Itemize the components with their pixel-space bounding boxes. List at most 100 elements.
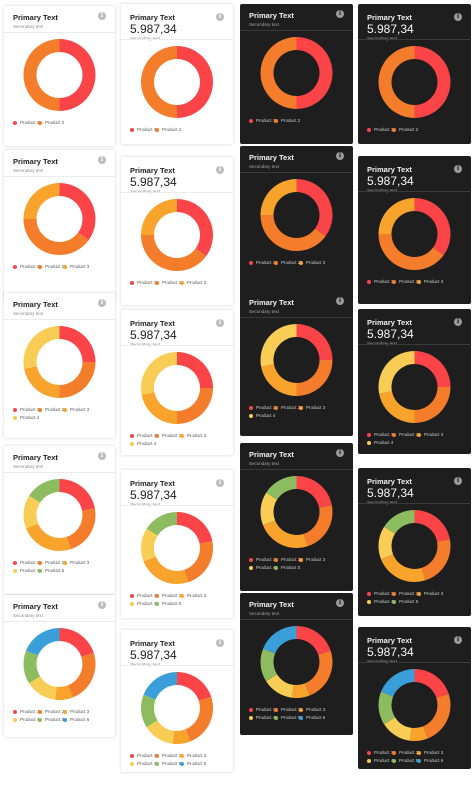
legend-item[interactable]: Product 2 — [155, 280, 181, 286]
legend-item[interactable]: Product 2 — [274, 707, 300, 713]
legend-item[interactable]: Product 3 — [180, 593, 206, 599]
donut-slice-product-1[interactable] — [177, 352, 213, 388]
legend-item[interactable]: Product 5 — [38, 568, 64, 574]
legend-item[interactable]: Product 3 — [299, 557, 325, 563]
legend-item[interactable]: Product 1 — [367, 432, 393, 438]
legend-item[interactable]: Product 3 — [299, 405, 325, 411]
donut-slice-product-2[interactable] — [260, 215, 326, 251]
donut-slice-product-2[interactable] — [67, 652, 96, 698]
info-icon[interactable]: i — [336, 297, 344, 305]
donut-slice-product-3[interactable] — [54, 685, 73, 700]
donut-slice-product-4[interactable] — [378, 526, 396, 560]
info-icon[interactable]: i — [336, 599, 344, 607]
donut-slice-product-1[interactable] — [59, 628, 94, 657]
legend-item[interactable]: Product 1 — [130, 433, 156, 439]
legend-item[interactable]: Product 3 — [299, 707, 325, 713]
legend-item[interactable]: Product 4 — [130, 441, 156, 447]
donut-slice-product-2[interactable] — [378, 234, 444, 270]
info-icon[interactable]: i — [336, 152, 344, 160]
donut-slice-product-3[interactable] — [409, 726, 428, 741]
donut-slice-product-1[interactable] — [59, 326, 96, 362]
donut-slice-product-1[interactable] — [414, 351, 451, 387]
donut-slice-product-4[interactable] — [260, 324, 297, 367]
donut-slice-product-6[interactable] — [26, 628, 60, 656]
donut-slice-product-3[interactable] — [26, 523, 71, 551]
legend-item[interactable]: Product 1 — [249, 118, 275, 124]
legend-item[interactable]: Product 6 — [180, 761, 206, 767]
legend-item[interactable]: Product 1 — [367, 750, 393, 756]
legend-item[interactable]: Product 6 — [299, 715, 325, 721]
legend-item[interactable]: Product 4 — [249, 565, 275, 571]
legend-item[interactable]: Product 3 — [417, 750, 443, 756]
legend-item[interactable]: Product 3 — [180, 280, 206, 286]
legend-item[interactable]: Product 5 — [274, 715, 300, 721]
donut-slice-product-3[interactable] — [172, 729, 191, 744]
legend-item[interactable]: Product 4 — [367, 758, 393, 764]
legend-item[interactable]: Product 2 — [38, 264, 64, 270]
donut-slice-product-1[interactable] — [296, 179, 333, 237]
donut-slice-product-2[interactable] — [141, 235, 207, 271]
donut-slice-product-1[interactable] — [177, 46, 213, 118]
donut-slice-product-1[interactable] — [414, 510, 450, 542]
donut-slice-product-6[interactable] — [381, 669, 415, 697]
info-icon[interactable]: i — [98, 601, 106, 609]
info-icon[interactable]: i — [336, 10, 344, 18]
legend-item[interactable]: Product 4 — [130, 761, 156, 767]
donut-slice-product-1[interactable] — [59, 183, 96, 241]
legend-item[interactable]: Product 1 — [130, 753, 156, 759]
donut-slice-product-2[interactable] — [23, 39, 60, 111]
info-icon[interactable]: i — [216, 13, 224, 21]
legend-item[interactable]: Product 2 — [392, 127, 418, 133]
legend-item[interactable]: Product 1 — [367, 279, 393, 285]
donut-slice-product-3[interactable] — [261, 364, 297, 396]
donut-slice-product-1[interactable] — [296, 37, 333, 109]
donut-slice-product-2[interactable] — [421, 539, 451, 581]
legend-item[interactable]: Product 1 — [130, 593, 156, 599]
legend-item[interactable]: Product 3 — [417, 279, 443, 285]
donut-slice-product-1[interactable] — [296, 324, 333, 360]
legend-item[interactable]: Product 5 — [274, 565, 300, 571]
legend-item[interactable]: Product 1 — [130, 127, 156, 133]
legend-item[interactable]: Product 4 — [367, 599, 393, 605]
donut-slice-product-4[interactable] — [23, 495, 41, 529]
legend-item[interactable]: Product 3 — [180, 433, 206, 439]
donut-slice-product-2[interactable] — [296, 360, 333, 396]
donut-slice-product-1[interactable] — [414, 669, 449, 698]
donut-slice-product-2[interactable] — [23, 219, 89, 255]
legend-item[interactable]: Product 1 — [13, 264, 39, 270]
legend-item[interactable]: Product 5 — [38, 717, 64, 723]
legend-item[interactable]: Product 2 — [392, 279, 418, 285]
donut-slice-product-3[interactable] — [291, 683, 310, 698]
donut-slice-product-3[interactable] — [143, 556, 189, 584]
donut-slice-product-1[interactable] — [59, 479, 95, 511]
donut-slice-product-2[interactable] — [177, 388, 213, 424]
legend-item[interactable]: Product 3 — [417, 591, 443, 597]
info-icon[interactable]: i — [216, 639, 224, 647]
donut-slice-product-2[interactable] — [414, 387, 451, 423]
legend-item[interactable]: Product 4 — [249, 413, 275, 419]
donut-slice-product-3[interactable] — [141, 199, 177, 235]
donut-slice-product-2[interactable] — [422, 693, 451, 739]
donut-slice-product-4[interactable] — [146, 720, 175, 744]
donut-slice-product-2[interactable] — [185, 696, 213, 742]
legend-item[interactable]: Product 4 — [367, 440, 393, 446]
legend-item[interactable]: Product 1 — [13, 560, 39, 566]
donut-slice-product-1[interactable] — [414, 46, 451, 118]
legend-item[interactable]: Product 3 — [63, 407, 89, 413]
legend-item[interactable]: Product 2 — [392, 591, 418, 597]
donut-slice-product-2[interactable] — [141, 46, 177, 118]
legend-item[interactable]: Product 3 — [299, 260, 325, 266]
donut-slice-product-3[interactable] — [23, 183, 60, 219]
donut-slice-product-2[interactable] — [378, 46, 415, 118]
donut-slice-product-5[interactable] — [266, 476, 297, 500]
donut-slice-product-4[interactable] — [384, 717, 412, 741]
info-icon[interactable]: i — [216, 319, 224, 327]
donut-slice-product-4[interactable] — [141, 528, 158, 562]
legend-item[interactable]: Product 1 — [13, 120, 39, 126]
donut-slice-product-1[interactable] — [414, 198, 451, 256]
donut-slice-product-4[interactable] — [266, 674, 294, 698]
legend-item[interactable]: Product 2 — [155, 433, 181, 439]
legend-item[interactable]: Product 4 — [13, 717, 39, 723]
info-icon[interactable]: i — [336, 449, 344, 457]
donut-slice-product-2[interactable] — [184, 541, 213, 583]
